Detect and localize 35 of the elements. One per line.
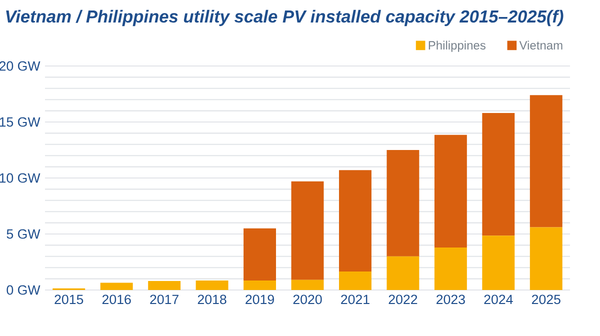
bar (482, 113, 515, 236)
bar (196, 280, 228, 290)
x-tick-label: 2023 (436, 294, 465, 304)
bar (148, 281, 181, 290)
legend-label: Vietnam (519, 40, 562, 50)
bar (386, 256, 420, 290)
bar (530, 227, 562, 290)
x-tick-label: 2018 (198, 294, 226, 304)
y-tick-label: 15 GW (0, 117, 40, 127)
x-tick-label: 2016 (102, 294, 131, 304)
bar (482, 236, 515, 290)
bar (244, 228, 276, 280)
x-tick-label: 2019 (246, 294, 274, 304)
x-tick-label: 2024 (484, 294, 513, 304)
bar (530, 95, 562, 228)
bar (386, 150, 420, 256)
bar (291, 280, 324, 290)
bar (434, 247, 467, 290)
x-tick-label: 2020 (293, 294, 322, 304)
x-tick-label: 2025 (532, 294, 560, 304)
bar (434, 134, 467, 248)
chart-title: Vietnam / Philippines utility scale PV installed capacity 2015–2025(f) (6, 10, 564, 26)
bar (339, 272, 372, 290)
y-tick-label: 0 GW (6, 285, 40, 295)
bar (244, 280, 276, 290)
bar (291, 181, 324, 280)
bar (100, 282, 133, 290)
x-tick-label: 2022 (388, 294, 418, 304)
bar (339, 170, 372, 272)
x-tick-label: 2017 (150, 294, 178, 304)
y-tick-label: 5 GW (6, 229, 40, 239)
y-tick-label: 10 GW (0, 173, 40, 183)
x-tick-label: 2015 (54, 294, 84, 304)
x-tick-label: 2021 (341, 294, 370, 304)
legend-label: Philippines (428, 40, 486, 52)
